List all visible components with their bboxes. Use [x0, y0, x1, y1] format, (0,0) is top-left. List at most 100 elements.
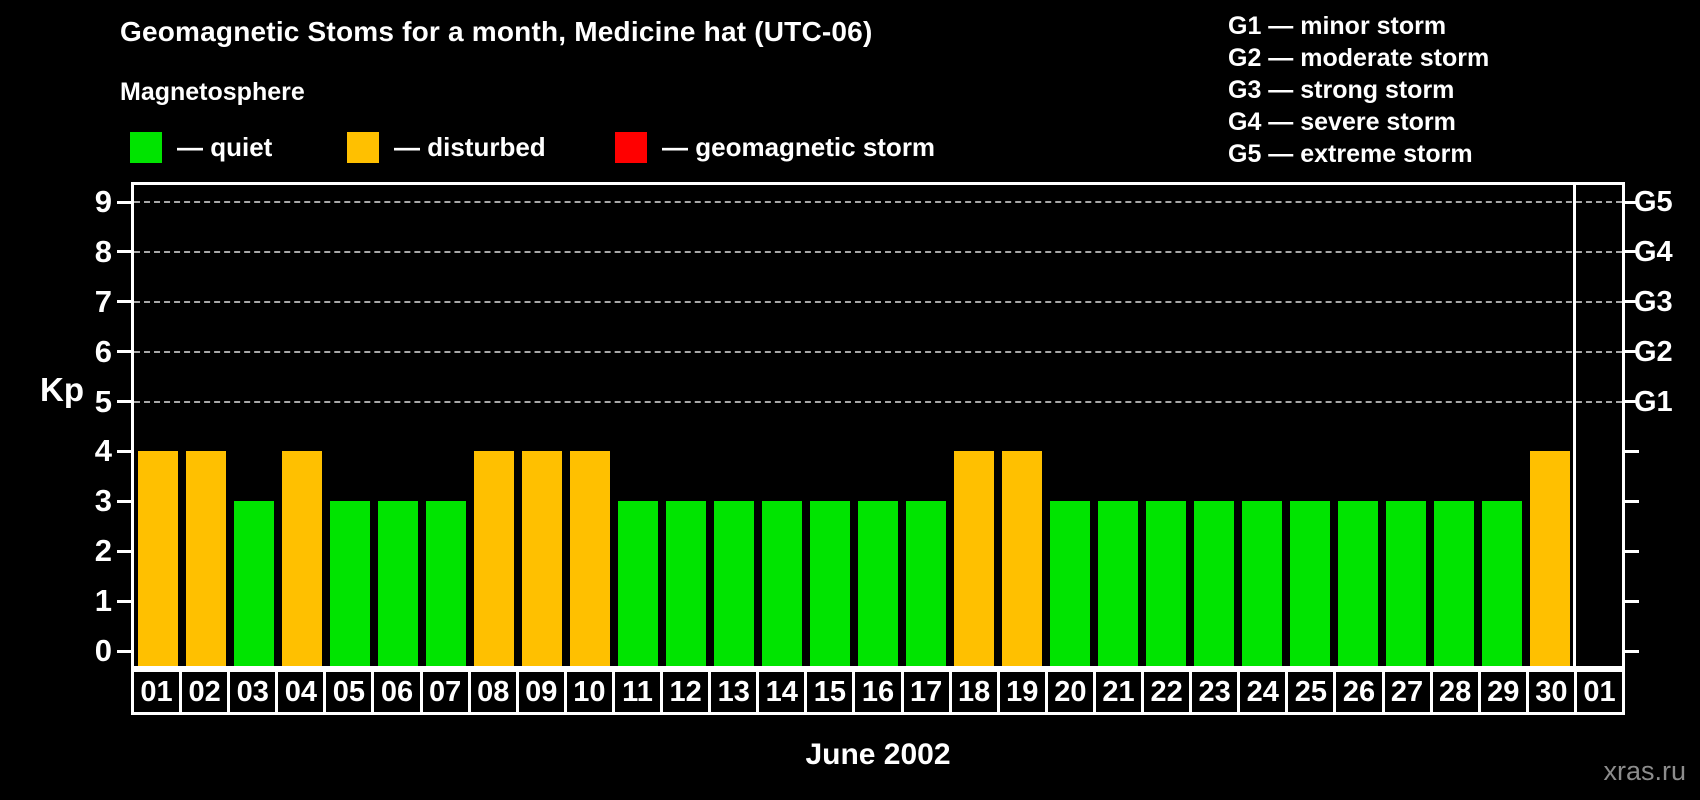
x-axis-day-label: 21: [1095, 672, 1142, 712]
storm-scale-g4: G4 — severe storm: [1228, 108, 1456, 136]
plot-area: 0 1 2 3 4 5 6 7 8 9 G1 G2 G3 G4 G5: [95, 182, 1673, 669]
bar-day-25: [1290, 501, 1330, 666]
storm-swatch-icon: [615, 131, 647, 163]
storm-scale-legend: G1 — minor storm G2 — moderate storm G3 …: [1228, 10, 1489, 170]
y-axis-tick: [1625, 449, 1639, 453]
y-axis-tick: [1625, 599, 1639, 603]
x-axis-day-label: 13: [711, 672, 757, 712]
bar-day-27: [1386, 501, 1426, 666]
x-axis-labels: 01 02 03 04 05 06 07 08 09 10 11 12 13 14 15 16 17 18 19 20…: [131, 669, 1625, 715]
bar-day-03: [234, 501, 274, 666]
bar-day-17: [906, 501, 946, 666]
legend-item-label: — quiet: [177, 131, 273, 162]
y-axis-tick-label: 6: [94, 333, 112, 369]
y-axis-tick: [1625, 350, 1639, 354]
y-axis-tick: [117, 300, 131, 304]
x-axis-day-label: 27: [1384, 672, 1430, 712]
bar-day-16: [858, 501, 898, 666]
y-axis-tick: [117, 599, 131, 603]
bar-day-22: [1146, 501, 1186, 666]
y-axis-tick-label: 5: [94, 383, 112, 419]
y-axis-tick: [1625, 499, 1639, 503]
bar-day-07: [426, 501, 466, 666]
x-axis-day-label: 30: [1528, 672, 1574, 712]
bar-day-29: [1482, 501, 1522, 666]
bar-day-01: [138, 451, 178, 666]
x-axis-day-label: 12: [663, 672, 709, 712]
watermark: xras.ru: [1603, 756, 1686, 786]
bar-day-15: [810, 501, 850, 666]
bar-day-19: [1002, 451, 1042, 666]
x-axis-day-label: 08: [470, 672, 516, 712]
y-axis-tick: [117, 499, 131, 503]
legend-item-label: — geomagnetic storm: [662, 131, 936, 162]
x-axis-day-label: 06: [374, 672, 420, 712]
bar-day-18: [954, 451, 994, 666]
x-axis-day-label: 01: [134, 672, 180, 712]
x-axis-day-label: 02: [182, 672, 228, 712]
x-axis-day-label: 18: [951, 672, 997, 712]
x-axis-day-label: 14: [759, 672, 805, 712]
quiet-swatch-icon: [130, 131, 162, 163]
month-separator-line: [1572, 185, 1576, 666]
y-axis-tick-label: 7: [94, 283, 112, 319]
bar-day-02: [186, 451, 226, 666]
x-axis-day-label: 16: [855, 672, 901, 712]
y-axis-tick: [117, 649, 131, 653]
legend-item-disturbed: — disturbed: [347, 130, 546, 164]
x-axis-day-label: 23: [1192, 672, 1238, 712]
x-axis-day-label: 19: [999, 672, 1045, 712]
x-axis-day-label: 20: [1047, 672, 1093, 712]
y-axis-tick: [117, 449, 131, 453]
right-axis-label-g1: G1: [1634, 385, 1673, 418]
chart-title: Geomagnetic Stoms for a month, Medicine …: [120, 16, 873, 47]
bar-day-11: [618, 501, 658, 666]
x-axis-day-label: 11: [614, 672, 661, 712]
storm-scale-g1: G1 — minor storm: [1228, 12, 1447, 40]
bar-day-08: [474, 451, 514, 666]
storm-scale-g3: G3 — strong storm: [1228, 76, 1455, 104]
right-axis-label-g2: G2: [1634, 335, 1673, 368]
right-axis-label-g5: G5: [1634, 186, 1673, 218]
bar-day-21: [1098, 501, 1138, 666]
x-axis-day-label: 04: [278, 672, 324, 712]
bar-day-14: [762, 501, 802, 666]
y-axis-title: Kp: [40, 371, 84, 408]
y-axis-tick: [1625, 549, 1639, 553]
x-axis-day-label: 24: [1240, 672, 1286, 712]
bar-day-09: [522, 451, 562, 666]
y-axis-tick-label: 8: [94, 233, 112, 269]
x-axis-day-label: 09: [518, 672, 564, 712]
x-axis-day-label: 17: [903, 672, 949, 712]
bar-day-13: [714, 501, 754, 666]
bar-day-05: [330, 501, 370, 666]
bar-day-20: [1050, 501, 1090, 666]
gridline-kp5: [134, 400, 1622, 403]
storm-scale-g2: G2 — moderate storm: [1228, 44, 1490, 72]
y-axis-tick-label: 3: [94, 483, 112, 519]
x-axis-day-label: 07: [422, 672, 468, 712]
y-axis-tick-label: 1: [94, 583, 112, 619]
bar-day-30: [1530, 451, 1570, 666]
gridline-kp9: [134, 201, 1622, 203]
disturbed-swatch-icon: [347, 131, 379, 163]
y-axis-tick: [1625, 200, 1639, 204]
bar-day-26: [1338, 501, 1378, 666]
bar-day-10: [570, 451, 610, 666]
y-axis-tick-label: 4: [94, 433, 112, 469]
legend-item-quiet: — quiet: [130, 130, 272, 164]
y-axis-tick: [1625, 400, 1639, 404]
y-axis-tick: [117, 200, 131, 204]
gridline-kp6: [134, 350, 1622, 353]
x-axis-day-label: 29: [1480, 672, 1526, 712]
x-axis-day-label: 05: [326, 672, 372, 712]
right-axis-label-g3: G3: [1634, 285, 1673, 318]
y-axis-tick: [117, 549, 131, 553]
magnetosphere-legend-title: Magnetosphere: [120, 78, 305, 106]
y-axis-tick-label: 2: [94, 533, 112, 569]
y-axis-tick-label: 9: [94, 184, 112, 219]
bar-day-12: [666, 501, 706, 666]
x-axis-day-label: 26: [1336, 672, 1382, 712]
magnetosphere-legend: — quiet — disturbed — geomagnetic storm: [0, 130, 1100, 164]
